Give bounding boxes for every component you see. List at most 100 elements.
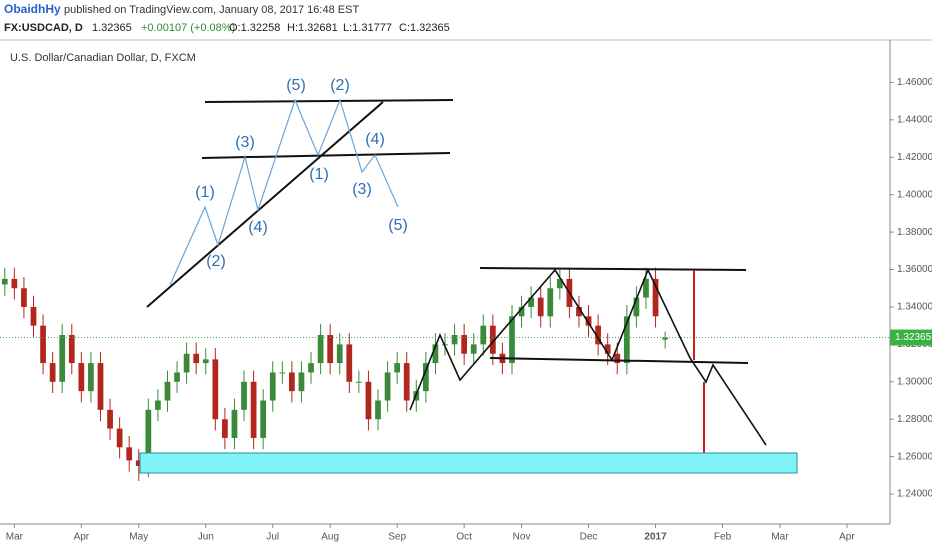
published: published on TradingView.com, January 08… (64, 4, 359, 16)
candle-body (222, 419, 228, 438)
candle-body (451, 335, 458, 345)
y-tick-label: 1.26000 (897, 451, 932, 462)
x-tick-label: May (129, 532, 148, 543)
wave-label: (4) (365, 131, 385, 148)
candle-body (461, 335, 468, 354)
high: H:1.32681 (287, 22, 338, 34)
candle-body (336, 344, 343, 364)
wave-label: (5) (286, 77, 306, 94)
candle-body (174, 372, 180, 382)
candle-body (231, 409, 238, 438)
candle-body (107, 409, 113, 429)
wave-labels: (1) (2) (3) (4) (5) (1) (2) (3) (4) (5) (195, 77, 408, 270)
trend-line (479, 267, 747, 271)
y-tick-label: 1.46000 (897, 77, 932, 88)
candle-body (279, 372, 286, 374)
y-tick-label: 1.40000 (897, 189, 932, 200)
candle-body (509, 316, 515, 364)
candle-body (183, 353, 190, 373)
candle-body (97, 363, 104, 410)
wave-label: (3) (352, 181, 372, 198)
x-tick-label: Dec (580, 532, 598, 543)
trend-line (489, 357, 749, 364)
y-tick-label: 1.36000 (897, 264, 932, 275)
wave-label: (1) (309, 166, 329, 183)
wave-label: (2) (330, 77, 350, 94)
candle-body (11, 278, 18, 289)
drawings (139, 98, 798, 474)
candle-body (212, 359, 219, 420)
candle-body (308, 363, 314, 373)
candle-body (346, 344, 353, 382)
candle-body (643, 278, 649, 298)
candle-body (126, 447, 133, 461)
candle-body (298, 372, 305, 392)
y-tick-label: 1.34000 (897, 302, 932, 313)
x-tick-label: Jul (266, 532, 279, 543)
candle-body (317, 335, 324, 364)
wave-label: (1) (195, 184, 215, 201)
projection-path (409, 268, 767, 446)
x-tick-label: Jun (198, 532, 214, 543)
candle-body (518, 306, 525, 317)
target-zone (139, 452, 798, 474)
open: O:1.32258 (229, 22, 280, 34)
candle-body (164, 381, 171, 401)
candle-body (403, 363, 410, 401)
candle-body (21, 288, 27, 307)
symbol: FX:USDCAD, D (4, 22, 83, 34)
author[interactable]: ObaidhHy (4, 2, 61, 16)
candle-body (470, 344, 477, 354)
candle-body (394, 363, 401, 373)
trend-line (146, 101, 384, 308)
candle-body (356, 381, 362, 383)
candle-body (595, 325, 601, 345)
x-tick-label: Nov (513, 532, 531, 543)
candle-body (88, 363, 94, 392)
y-tick-label: 1.30000 (897, 376, 932, 387)
candle-body (633, 297, 640, 317)
close: C:1.32365 (399, 22, 450, 34)
candle-body (623, 316, 630, 364)
candle-body (585, 316, 592, 326)
trend-line (204, 99, 454, 103)
y-tick-label: 1.24000 (897, 489, 932, 500)
candle-body (422, 363, 429, 392)
x-tick-label: Aug (321, 532, 339, 543)
candle-body (1, 278, 8, 285)
candle-body (576, 306, 582, 317)
candle-body (384, 372, 391, 401)
candle-body (155, 400, 161, 410)
last: 1.32365 (92, 22, 132, 34)
candle-body (652, 278, 659, 317)
candle-body (250, 381, 257, 438)
candle-body (30, 306, 37, 326)
wave-label: (2) (206, 253, 226, 270)
wave-path (169, 98, 399, 286)
y-tick-label: 1.42000 (897, 152, 932, 163)
candle-body (116, 428, 123, 448)
change: +0.00107 (+0.08%) (141, 22, 235, 34)
last-price-label: 1.32365 (895, 332, 932, 343)
x-tick-label: Sep (388, 532, 406, 543)
y-tick-label: 1.38000 (897, 227, 932, 238)
candle-body (614, 353, 621, 364)
candle-body (135, 460, 142, 466)
candle-body (480, 325, 487, 345)
candle-body (547, 288, 554, 317)
candle-body (68, 335, 75, 364)
candle-body (556, 278, 563, 289)
candle-body (432, 344, 439, 364)
y-tick-label: 1.44000 (897, 114, 932, 125)
plot: 1.240001.260001.280001.300001.320001.340… (0, 40, 932, 543)
candle-body (78, 363, 85, 392)
candle-body (59, 335, 66, 382)
candle-body (662, 337, 668, 340)
y-tick-label: 1.28000 (897, 414, 932, 425)
candle-body (528, 297, 534, 307)
candle-body (269, 372, 276, 401)
candle-body (537, 297, 544, 317)
candle-body (241, 381, 247, 410)
x-tick-label: Apr (839, 532, 855, 543)
